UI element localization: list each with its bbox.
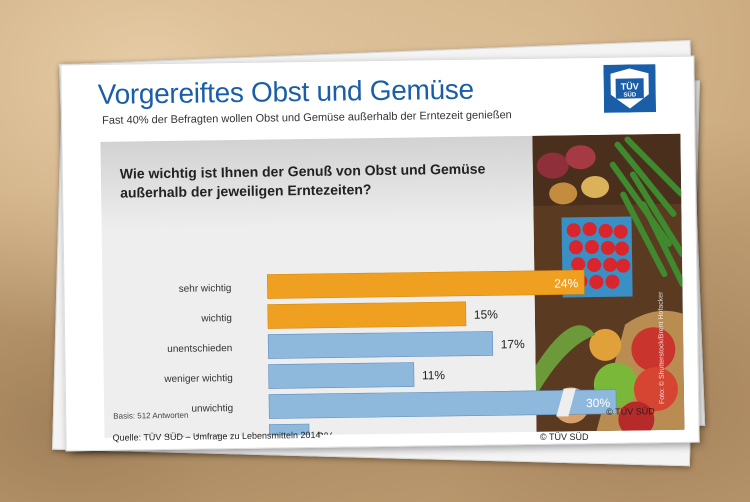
data-label: 15% [474,307,499,321]
copyright-inner: © TÜV SÜD [606,406,655,417]
data-label: 24% [554,276,579,290]
data-label: 30% [586,396,611,410]
axis-break [556,388,576,417]
bar-chart: Foto: © Shutterstock/Brent Hofacker sehr … [163,269,667,438]
data-label: 11% [422,368,446,382]
bar [268,362,415,389]
produce-photo [532,133,685,432]
bar [266,269,585,299]
bar [268,389,617,419]
category-label: unwichtig [191,403,233,415]
infographic-card: Vorgereiftes Obst und Gemüse Fast 40% de… [60,55,700,452]
source-note: Quelle: TÜV SÜD – Umfrage zu Lebensmitte… [112,429,321,443]
photo-credit: Foto: © Shutterstock/Brent Hofacker [657,291,667,404]
category-label: weniger wichtig [163,373,233,385]
category-label: sehr wichtig [179,283,232,295]
bar [267,331,494,359]
logo-line-2: SÜD [623,91,636,98]
page-subtitle: Fast 40% der Befragten wollen Obst und G… [102,109,512,127]
basis-note: Basis: 512 Antworten [113,410,189,421]
data-label: 3% [317,430,335,438]
bar [267,301,467,329]
tuv-sud-logo-icon: TÜV SÜD [603,64,657,113]
data-label: 17% [501,337,526,351]
category-label: unentschieden [167,343,232,355]
category-label: keine Angaben [167,433,233,438]
copyright-outer: © TÜV SÜD [540,432,589,442]
page-title: Vorgereiftes Obst und Gemüse [97,73,474,110]
category-label: wichtig [200,313,232,324]
logo-line-1: TÜV [621,81,639,91]
